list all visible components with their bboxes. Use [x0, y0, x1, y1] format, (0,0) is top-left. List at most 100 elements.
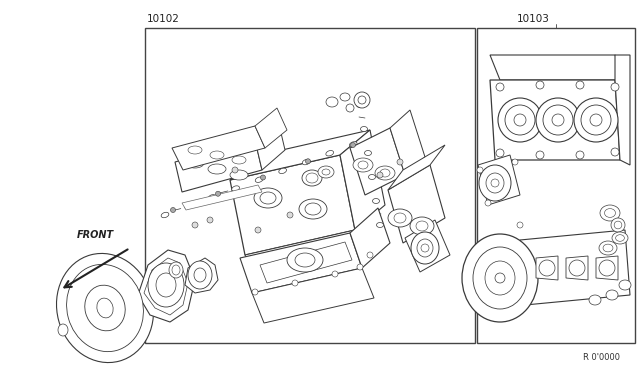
Ellipse shape: [619, 280, 631, 290]
Ellipse shape: [92, 334, 99, 341]
Ellipse shape: [230, 170, 248, 180]
Ellipse shape: [287, 248, 323, 272]
Ellipse shape: [611, 218, 625, 232]
Ellipse shape: [302, 159, 310, 165]
Polygon shape: [520, 230, 630, 305]
Ellipse shape: [397, 159, 403, 165]
Polygon shape: [255, 108, 287, 148]
Ellipse shape: [360, 126, 367, 131]
Ellipse shape: [161, 212, 169, 218]
Ellipse shape: [614, 221, 622, 229]
Ellipse shape: [612, 232, 628, 244]
Ellipse shape: [491, 179, 499, 187]
Ellipse shape: [417, 239, 433, 257]
Ellipse shape: [358, 161, 368, 169]
Ellipse shape: [353, 158, 373, 172]
Ellipse shape: [349, 142, 357, 147]
Text: 10103: 10103: [517, 14, 550, 24]
Ellipse shape: [411, 232, 439, 264]
Polygon shape: [172, 126, 265, 170]
Ellipse shape: [232, 156, 246, 164]
Ellipse shape: [346, 104, 354, 112]
Ellipse shape: [369, 174, 376, 180]
Ellipse shape: [111, 275, 118, 282]
Ellipse shape: [496, 83, 504, 91]
Ellipse shape: [318, 166, 334, 178]
Ellipse shape: [156, 273, 176, 297]
Ellipse shape: [512, 159, 518, 165]
Ellipse shape: [486, 173, 504, 193]
Ellipse shape: [194, 268, 206, 282]
Ellipse shape: [539, 260, 555, 276]
Ellipse shape: [354, 92, 370, 108]
Ellipse shape: [279, 168, 287, 174]
Ellipse shape: [84, 285, 125, 331]
Ellipse shape: [216, 191, 221, 196]
Ellipse shape: [376, 222, 383, 228]
Ellipse shape: [611, 83, 619, 91]
Polygon shape: [144, 258, 188, 315]
Ellipse shape: [599, 260, 615, 276]
Polygon shape: [478, 155, 520, 205]
Ellipse shape: [495, 273, 505, 283]
Ellipse shape: [410, 217, 434, 235]
Ellipse shape: [326, 97, 338, 107]
Ellipse shape: [611, 148, 619, 156]
Ellipse shape: [322, 169, 330, 175]
Polygon shape: [230, 130, 370, 180]
Ellipse shape: [576, 151, 584, 159]
Polygon shape: [340, 130, 385, 230]
Ellipse shape: [74, 310, 81, 317]
Ellipse shape: [380, 169, 390, 177]
Text: 10102: 10102: [147, 14, 180, 24]
Ellipse shape: [367, 252, 373, 258]
Polygon shape: [566, 256, 588, 280]
Ellipse shape: [616, 235, 625, 241]
Ellipse shape: [473, 247, 527, 309]
Ellipse shape: [569, 260, 585, 276]
Ellipse shape: [356, 103, 364, 108]
Ellipse shape: [232, 186, 239, 191]
Ellipse shape: [589, 295, 601, 305]
Ellipse shape: [517, 222, 523, 228]
Ellipse shape: [462, 234, 538, 322]
Ellipse shape: [574, 98, 618, 142]
Polygon shape: [388, 145, 445, 190]
Ellipse shape: [600, 205, 620, 221]
Text: R 0'0000: R 0'0000: [583, 353, 620, 362]
Ellipse shape: [305, 203, 321, 215]
Polygon shape: [490, 55, 625, 80]
Polygon shape: [260, 242, 352, 283]
Ellipse shape: [351, 142, 355, 148]
Ellipse shape: [232, 167, 238, 173]
Ellipse shape: [375, 166, 395, 180]
Ellipse shape: [305, 159, 310, 164]
Polygon shape: [596, 256, 618, 280]
Ellipse shape: [536, 151, 544, 159]
Ellipse shape: [299, 199, 327, 219]
Ellipse shape: [372, 199, 380, 203]
Ellipse shape: [377, 172, 383, 178]
Ellipse shape: [169, 262, 183, 278]
Polygon shape: [252, 268, 374, 323]
Ellipse shape: [58, 324, 68, 336]
Ellipse shape: [185, 203, 193, 209]
Ellipse shape: [292, 280, 298, 286]
Ellipse shape: [170, 208, 175, 212]
Polygon shape: [388, 165, 445, 243]
Polygon shape: [230, 155, 355, 255]
Ellipse shape: [416, 221, 428, 231]
Ellipse shape: [306, 173, 318, 183]
Ellipse shape: [536, 81, 544, 89]
Polygon shape: [175, 140, 262, 192]
Ellipse shape: [365, 151, 371, 155]
Ellipse shape: [208, 195, 216, 200]
Ellipse shape: [188, 146, 202, 154]
Polygon shape: [240, 233, 362, 293]
Ellipse shape: [590, 114, 602, 126]
Polygon shape: [245, 230, 370, 285]
Polygon shape: [490, 80, 620, 160]
Ellipse shape: [188, 261, 212, 289]
Ellipse shape: [84, 280, 90, 287]
Ellipse shape: [505, 105, 535, 135]
